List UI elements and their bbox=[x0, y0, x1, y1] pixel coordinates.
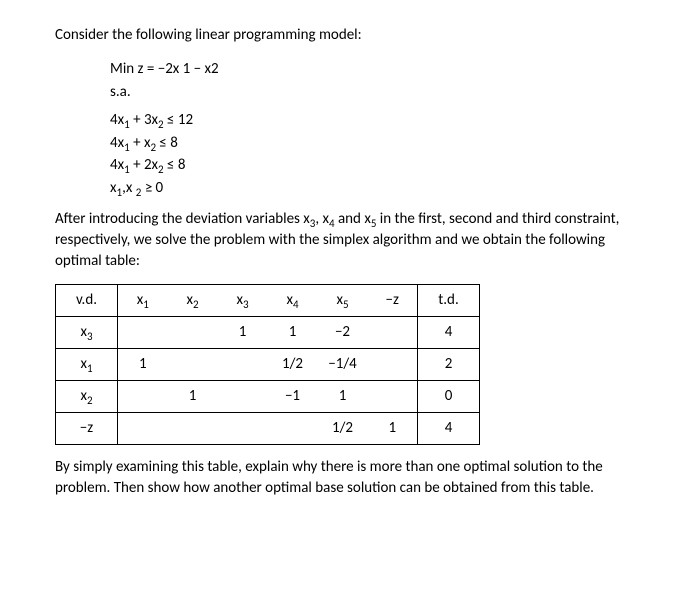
cell-vd: −z bbox=[56, 413, 118, 445]
table-header-row: v.d. x1 x2 x3 x4 x5 −z t.d. bbox=[56, 285, 480, 317]
header-negz: −z bbox=[368, 285, 418, 317]
cell-td: 0 bbox=[418, 381, 480, 413]
cell: 1 bbox=[218, 317, 268, 349]
cell bbox=[118, 381, 168, 413]
cell bbox=[218, 381, 268, 413]
cell bbox=[218, 349, 268, 381]
middle-paragraph: After introducing the deviation variable… bbox=[55, 209, 645, 272]
header-x5: x5 bbox=[318, 285, 368, 317]
constraint-2: 4x1 + x2 ≤ 8 bbox=[110, 132, 645, 155]
closing-paragraph: By simply examining this table, explain … bbox=[55, 457, 645, 499]
cell: −2 bbox=[318, 317, 368, 349]
header-x3: x3 bbox=[218, 285, 268, 317]
cell: −1/4 bbox=[318, 349, 368, 381]
cell-vd: x2 bbox=[56, 381, 118, 413]
cell: 1 bbox=[118, 349, 168, 381]
intro-text: Consider the following linear programmin… bbox=[55, 25, 645, 46]
cell bbox=[168, 413, 218, 445]
header-td: t.d. bbox=[418, 285, 480, 317]
objective-block: Min z = −2x 1 − x2 s.a. bbox=[110, 58, 645, 103]
cell: 1/2 bbox=[268, 349, 318, 381]
constraint-1: 4x1 + 3x2 ≤ 12 bbox=[110, 109, 645, 132]
cell-vd: x3 bbox=[56, 317, 118, 349]
cell-td: 4 bbox=[418, 413, 480, 445]
cell bbox=[268, 413, 318, 445]
table-row: x1 1 1/2 −1/4 2 bbox=[56, 349, 480, 381]
cell bbox=[118, 413, 168, 445]
table-row: −z 1/2 1 4 bbox=[56, 413, 480, 445]
header-x4: x4 bbox=[268, 285, 318, 317]
cell: 1/2 bbox=[318, 413, 368, 445]
sa-label: s.a. bbox=[110, 81, 645, 104]
cell: 1 bbox=[318, 381, 368, 413]
simplex-table: v.d. x1 x2 x3 x4 x5 −z t.d. x3 1 1 −2 4 … bbox=[55, 284, 480, 445]
header-x1: x1 bbox=[118, 285, 168, 317]
constraint-3: 4x1 + 2x2 ≤ 8 bbox=[110, 154, 645, 177]
cell bbox=[368, 381, 418, 413]
cell: 1 bbox=[368, 413, 418, 445]
constraints-block: 4x1 + 3x2 ≤ 12 4x1 + x2 ≤ 8 4x1 + 2x2 ≤ … bbox=[110, 109, 645, 199]
cell-vd: x1 bbox=[56, 349, 118, 381]
constraint-4: x1,x 2 ≥ 0 bbox=[110, 177, 645, 200]
cell: −1 bbox=[268, 381, 318, 413]
header-vd: v.d. bbox=[56, 285, 118, 317]
objective-line: Min z = −2x 1 − x2 bbox=[110, 58, 645, 81]
cell bbox=[368, 349, 418, 381]
table-row: x3 1 1 −2 4 bbox=[56, 317, 480, 349]
cell: 1 bbox=[168, 381, 218, 413]
cell: 1 bbox=[268, 317, 318, 349]
cell bbox=[168, 317, 218, 349]
cell bbox=[368, 317, 418, 349]
cell bbox=[168, 349, 218, 381]
table-row: x2 1 −1 1 0 bbox=[56, 381, 480, 413]
cell bbox=[118, 317, 168, 349]
cell-td: 4 bbox=[418, 317, 480, 349]
cell bbox=[218, 413, 268, 445]
cell-td: 2 bbox=[418, 349, 480, 381]
header-x2: x2 bbox=[168, 285, 218, 317]
